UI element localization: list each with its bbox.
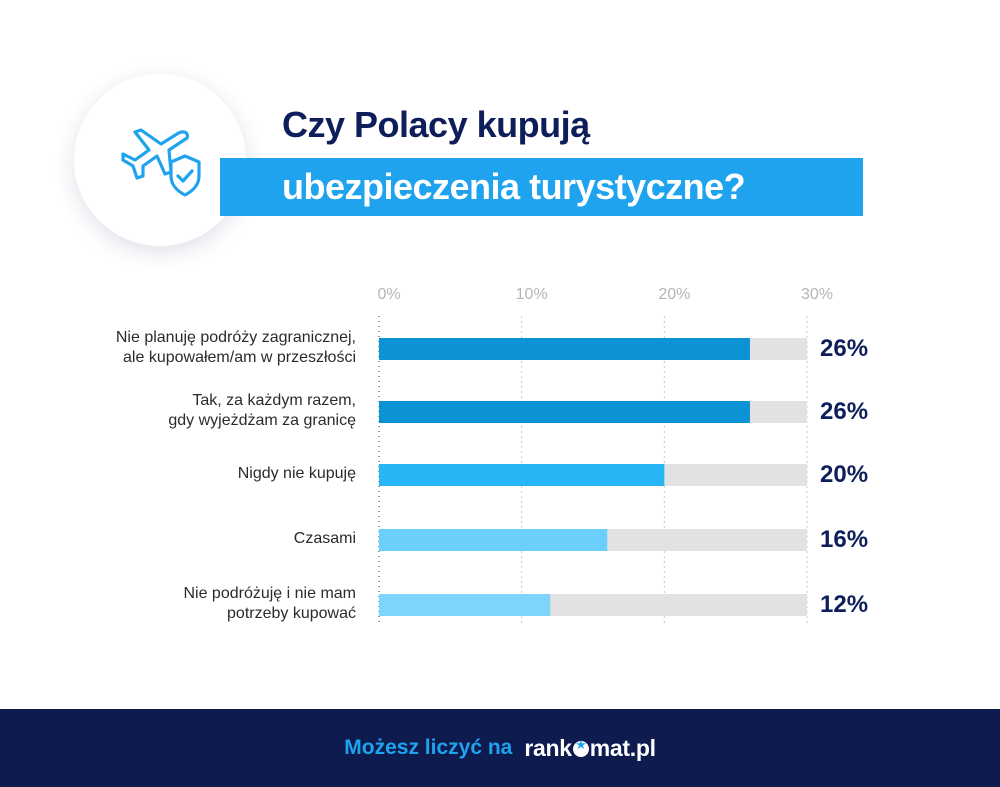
tick-label-30: 30% [801,286,833,303]
category-label: Czasami [293,530,356,547]
page-title-line2: ubezpieczenia turystyczne? [282,166,746,207]
bar [379,401,750,423]
value-label: 16% [820,526,869,553]
value-label: 26% [820,398,869,425]
value-label: 20% [820,461,869,488]
category-label: Nie podróżuję i nie mam potrzeby kupować [183,585,356,622]
bar [379,464,665,486]
brand-part2: mat.pl [589,734,656,761]
icon-badge [74,74,246,246]
footer: Możesz liczyć na rank mat.pl [0,709,1000,787]
bar [379,529,608,551]
tick-label-20: 20% [658,286,690,303]
value-label: 26% [820,335,869,362]
category-label: Nie planuję podróży zagranicznej, ale ku… [115,329,356,366]
tick-label-10: 10% [516,286,548,303]
category-label: Nigdy nie kupuję [237,465,356,482]
bar-chart-svg: 0% 10% 20% 30% [377,286,833,625]
title-highlight-band [220,158,863,216]
star-o-icon [572,738,589,757]
brand-part1: rank [524,734,572,761]
value-label: 12% [820,591,869,618]
footer-tagline: Możesz liczyć na [344,736,513,759]
bar-chart: 0% 10% 20% 30% Nie planuję podróży zagranic… [115,286,869,625]
tick-label-0: 0% [377,286,400,303]
page-title-line1: Czy Polacy kupują [282,104,590,145]
category-label: Tak, za każdym razem, gdy wyjeżdżam za g… [168,392,356,429]
airplane-shield-icon [121,128,201,197]
bar [379,594,551,616]
bar [379,338,750,360]
brand-logo[interactable]: rank mat.pl [524,734,656,762]
